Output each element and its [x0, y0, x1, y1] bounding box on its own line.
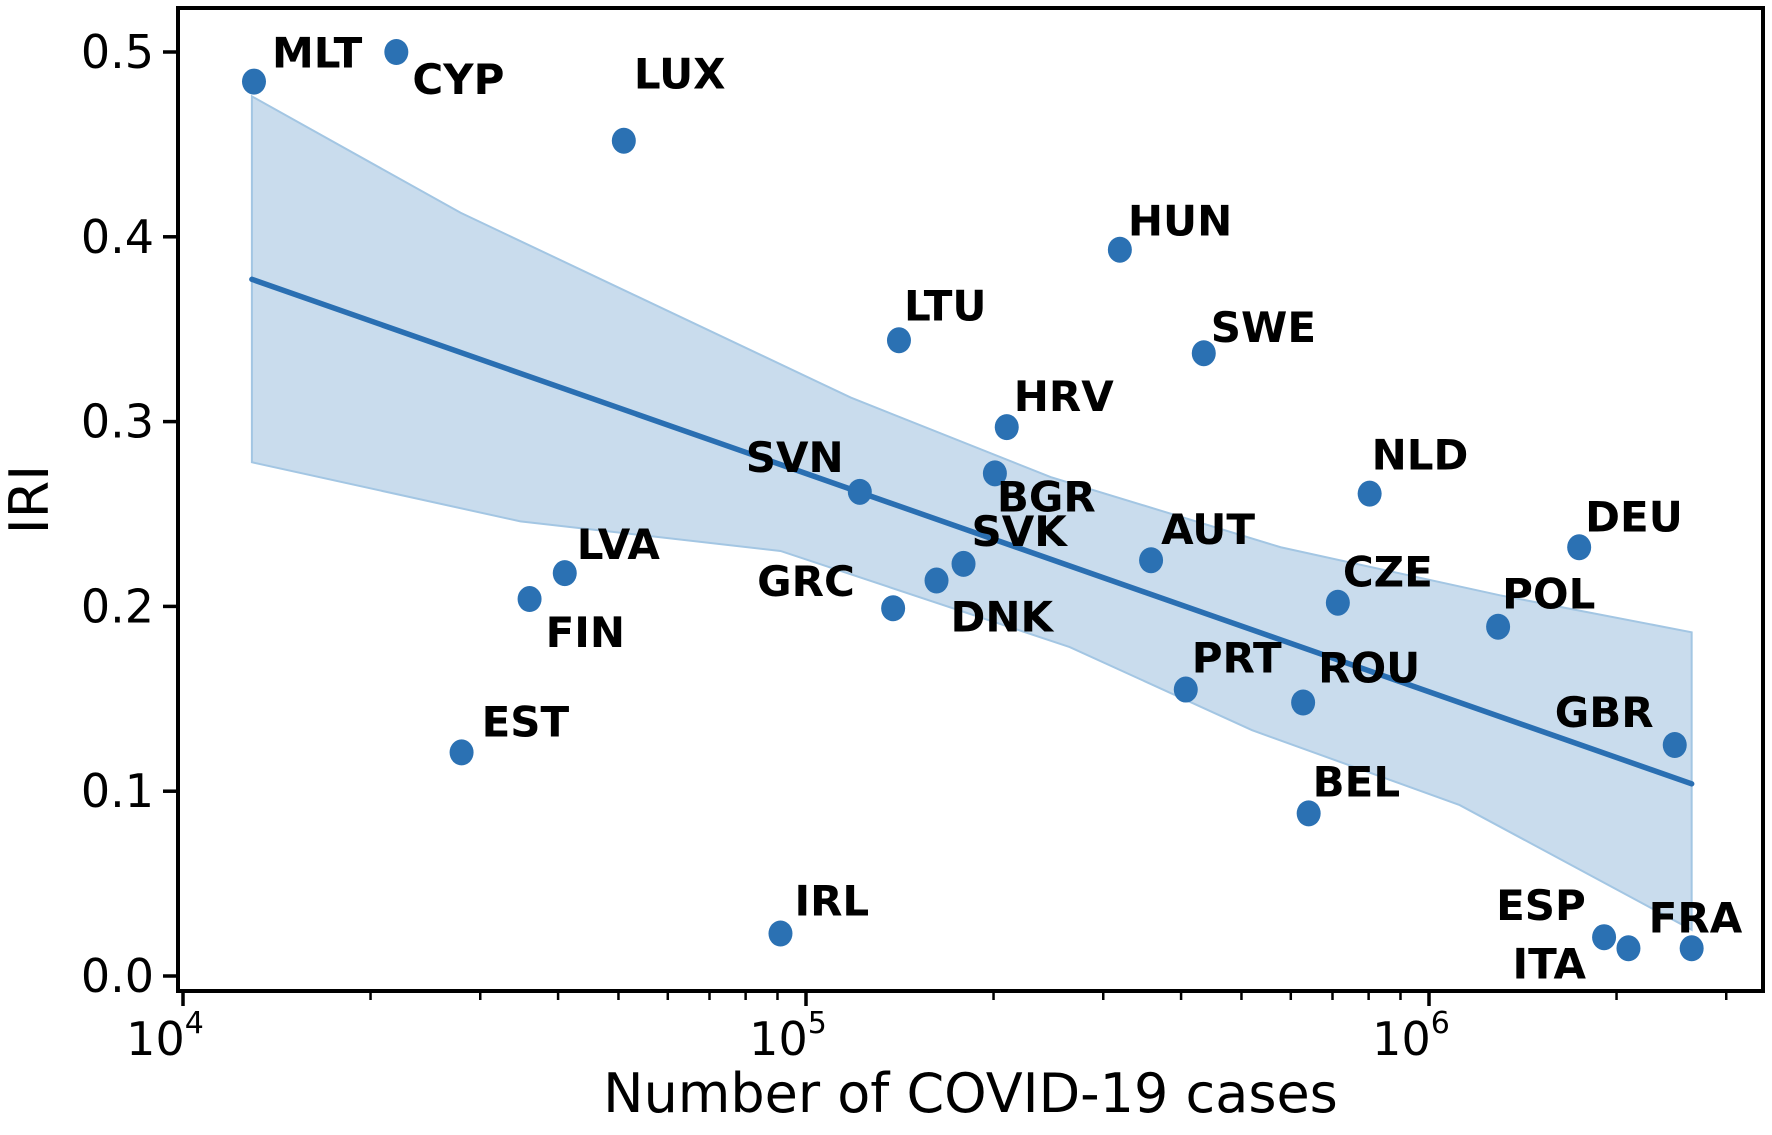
data-label-AUT: AUT: [1161, 505, 1255, 554]
data-label-ROU: ROU: [1318, 643, 1420, 692]
x-tick-label: 104: [126, 1006, 204, 1066]
data-label-LUX: LUX: [634, 50, 726, 99]
data-label-FIN: FIN: [546, 608, 625, 657]
x-axis-title: Number of COVID-19 cases: [603, 1062, 1338, 1125]
data-point-NLD: [1357, 480, 1382, 507]
data-point-AUT: [1139, 547, 1164, 574]
data-point-ESP: [1592, 924, 1617, 951]
axes-box: [176, 6, 1765, 993]
x-tick-label: 105: [749, 1006, 827, 1066]
data-point-CZE: [1325, 589, 1350, 616]
data-label-EST: EST: [482, 697, 570, 746]
y-tick-label: 0.4: [81, 210, 154, 264]
data-label-LVA: LVA: [577, 520, 661, 569]
data-label-SVN: SVN: [746, 433, 844, 482]
data-point-GRC: [881, 595, 906, 622]
y-tick-label: 0.1: [81, 764, 154, 818]
data-point-HUN: [1107, 236, 1132, 263]
data-label-POL: POL: [1502, 570, 1595, 619]
data-label-MLT: MLT: [272, 29, 363, 78]
y-tick-label: 0.5: [81, 25, 154, 79]
data-point-PRT: [1173, 676, 1198, 703]
data-label-BGR: BGR: [997, 472, 1096, 521]
data-point-FRA: [1679, 935, 1704, 962]
data-point-EST: [449, 739, 474, 766]
data-label-DEU: DEU: [1585, 492, 1683, 541]
data-point-HRV: [994, 414, 1019, 441]
data-label-HRV: HRV: [1014, 372, 1114, 421]
data-label-CZE: CZE: [1343, 548, 1433, 597]
data-point-SVK: [951, 550, 976, 577]
y-tick-label: 0.0: [81, 949, 154, 1003]
data-label-ITA: ITA: [1512, 939, 1586, 988]
data-label-NLD: NLD: [1372, 431, 1469, 480]
data-label-LTU: LTU: [904, 281, 987, 330]
data-label-SWE: SWE: [1211, 303, 1316, 352]
data-point-POL: [1486, 613, 1511, 640]
data-label-GRC: GRC: [757, 557, 855, 606]
data-point-LVA: [552, 560, 577, 587]
data-point-IRL: [768, 920, 793, 947]
x-tick-label: 106: [1372, 1006, 1450, 1066]
data-point-GBR: [1662, 732, 1687, 758]
y-tick-label: 0.3: [81, 395, 154, 449]
y-axis-title: IRI: [0, 465, 61, 534]
data-label-DNK: DNK: [951, 593, 1055, 642]
data-label-HUN: HUN: [1128, 197, 1232, 246]
data-label-FRA: FRA: [1649, 893, 1743, 942]
data-label-BEL: BEL: [1313, 757, 1400, 806]
data-point-BEL: [1296, 800, 1321, 827]
data-label-PRT: PRT: [1192, 634, 1282, 683]
data-point-ITA: [1616, 935, 1641, 962]
data-point-SWE: [1191, 340, 1216, 367]
data-point-BGR: [982, 460, 1007, 487]
data-point-LUX: [611, 127, 636, 154]
data-point-CYP: [384, 39, 409, 65]
data-label-IRL: IRL: [794, 876, 869, 925]
data-point-DEU: [1567, 534, 1592, 561]
y-tick-label: 0.2: [81, 579, 154, 633]
data-label-ESP: ESP: [1496, 881, 1586, 930]
data-label-SVK: SVK: [972, 507, 1069, 556]
data-point-SVN: [847, 478, 872, 505]
data-point-FIN: [517, 586, 542, 613]
data-label-GBR: GBR: [1555, 688, 1654, 737]
data-point-DNK: [924, 567, 949, 594]
data-label-CYP: CYP: [412, 55, 504, 104]
confidence-band: [250, 94, 1693, 932]
data-point-MLT: [241, 68, 266, 95]
data-point-LTU: [886, 327, 911, 354]
regression-line: [249, 276, 1695, 787]
data-point-ROU: [1291, 689, 1316, 716]
